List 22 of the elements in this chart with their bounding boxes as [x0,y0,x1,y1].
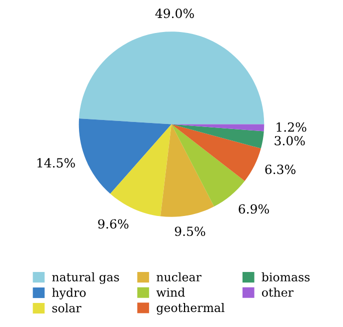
legend-label: wind [156,288,185,297]
data-label: 14.5% [37,158,75,168]
data-label: 6.3% [265,164,296,174]
pie-slice [110,124,172,216]
pie-slice [79,32,264,124]
data-label: 9.5% [174,226,206,236]
legend-label: nuclear [156,272,202,282]
legend-label: natural gas [52,272,119,284]
pie-slice [160,124,214,217]
data-label: 3.0% [274,136,305,146]
legend-label: biomass [262,272,310,282]
legend-label: geothermal [156,302,224,315]
data-label: 6.9% [238,204,269,214]
data-label: 1.2% [276,122,306,132]
legend-label: other [262,288,294,297]
pie-slice [172,124,261,182]
pie-slice [172,124,264,148]
legend-label: hydro [52,288,86,300]
data-label: 49.0% [155,8,194,18]
pie-slice [78,118,172,194]
legend-label: solar [52,303,82,312]
data-label: 9.6% [98,219,128,229]
